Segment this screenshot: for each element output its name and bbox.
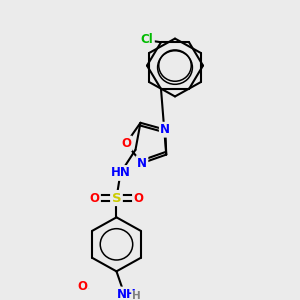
Text: O: O — [89, 191, 100, 205]
Text: HN: HN — [110, 167, 130, 179]
Text: S: S — [112, 191, 121, 205]
Text: N: N — [160, 123, 170, 136]
Text: H: H — [132, 291, 141, 300]
Text: NH: NH — [116, 288, 136, 300]
Text: Cl: Cl — [141, 33, 153, 46]
Text: O: O — [134, 191, 143, 205]
Text: O: O — [77, 280, 88, 293]
Text: O: O — [121, 137, 131, 150]
Text: N: N — [137, 157, 147, 169]
